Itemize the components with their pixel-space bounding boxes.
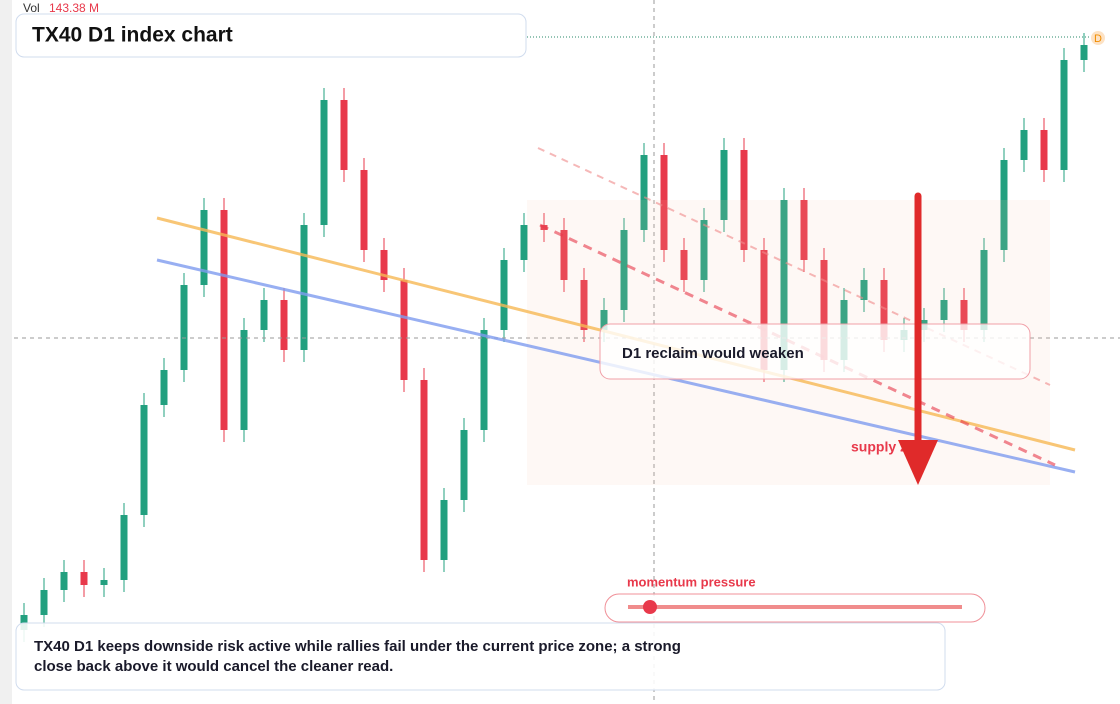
candle-body — [860, 280, 868, 300]
side-strip — [0, 0, 12, 704]
volume-value: 143.38 M — [49, 1, 99, 15]
indicator-label: momentum pressure — [627, 574, 756, 589]
candle-body — [400, 280, 408, 380]
candle-body — [640, 155, 648, 230]
candle-body — [280, 300, 288, 350]
candle-body — [100, 580, 108, 585]
candle-body — [160, 370, 168, 405]
candle-body — [720, 150, 728, 220]
candle-body — [300, 225, 308, 350]
candle-body — [740, 150, 748, 250]
candle-body — [680, 250, 688, 280]
candle-body — [1060, 60, 1068, 170]
chart-title: TX40 D1 index chart — [32, 24, 233, 47]
candle-body — [320, 100, 328, 225]
callout-box — [599, 323, 1031, 380]
candle-body — [760, 250, 768, 370]
candle-body — [560, 230, 568, 280]
dividend-letter: D — [1094, 33, 1102, 45]
candle-body — [1020, 130, 1028, 160]
candle-body — [240, 330, 248, 430]
arrow-head — [898, 440, 938, 485]
candle-body — [1040, 130, 1048, 170]
candle-body — [420, 380, 428, 560]
volume-label: Vol — [23, 1, 40, 15]
candle-body — [820, 260, 828, 360]
title-box — [15, 13, 527, 58]
candle-body — [260, 300, 268, 330]
candle-body — [80, 572, 88, 585]
callout: D1 reclaim would weaken — [622, 345, 804, 362]
candle-body — [360, 170, 368, 250]
candle-body — [1000, 160, 1008, 250]
candle-body — [800, 200, 808, 260]
candle-body — [520, 225, 528, 260]
summary-box — [15, 622, 946, 691]
candle-body — [440, 500, 448, 560]
candle-body — [340, 100, 348, 170]
indicator-knob — [643, 600, 657, 614]
candle-body — [580, 280, 588, 330]
candle-body — [220, 210, 228, 430]
candle-body — [620, 230, 628, 310]
candle-body — [660, 155, 668, 250]
candle-body — [880, 280, 888, 340]
candle-body — [600, 310, 608, 330]
candle-body — [980, 250, 988, 330]
candle-body — [40, 590, 48, 615]
candle-body — [780, 200, 788, 370]
candle-body — [500, 260, 508, 330]
candle-body — [60, 572, 68, 590]
candle-body — [460, 430, 468, 500]
candle-body — [1080, 45, 1088, 60]
candle-body — [380, 250, 388, 280]
candle-body — [700, 220, 708, 280]
summary: TX40 D1 keeps downside risk active while… — [34, 638, 681, 675]
candle-body — [120, 515, 128, 580]
candle-body — [180, 285, 188, 370]
candle-body — [200, 210, 208, 285]
candle-body — [940, 300, 948, 320]
summary-wrap: TX40 D1 keeps downside risk active while… — [34, 638, 681, 675]
candles — [20, 33, 1088, 642]
candle-body — [960, 300, 968, 330]
candle-body — [140, 405, 148, 515]
candle-body — [480, 330, 488, 430]
dividend-marker — [1091, 31, 1105, 45]
